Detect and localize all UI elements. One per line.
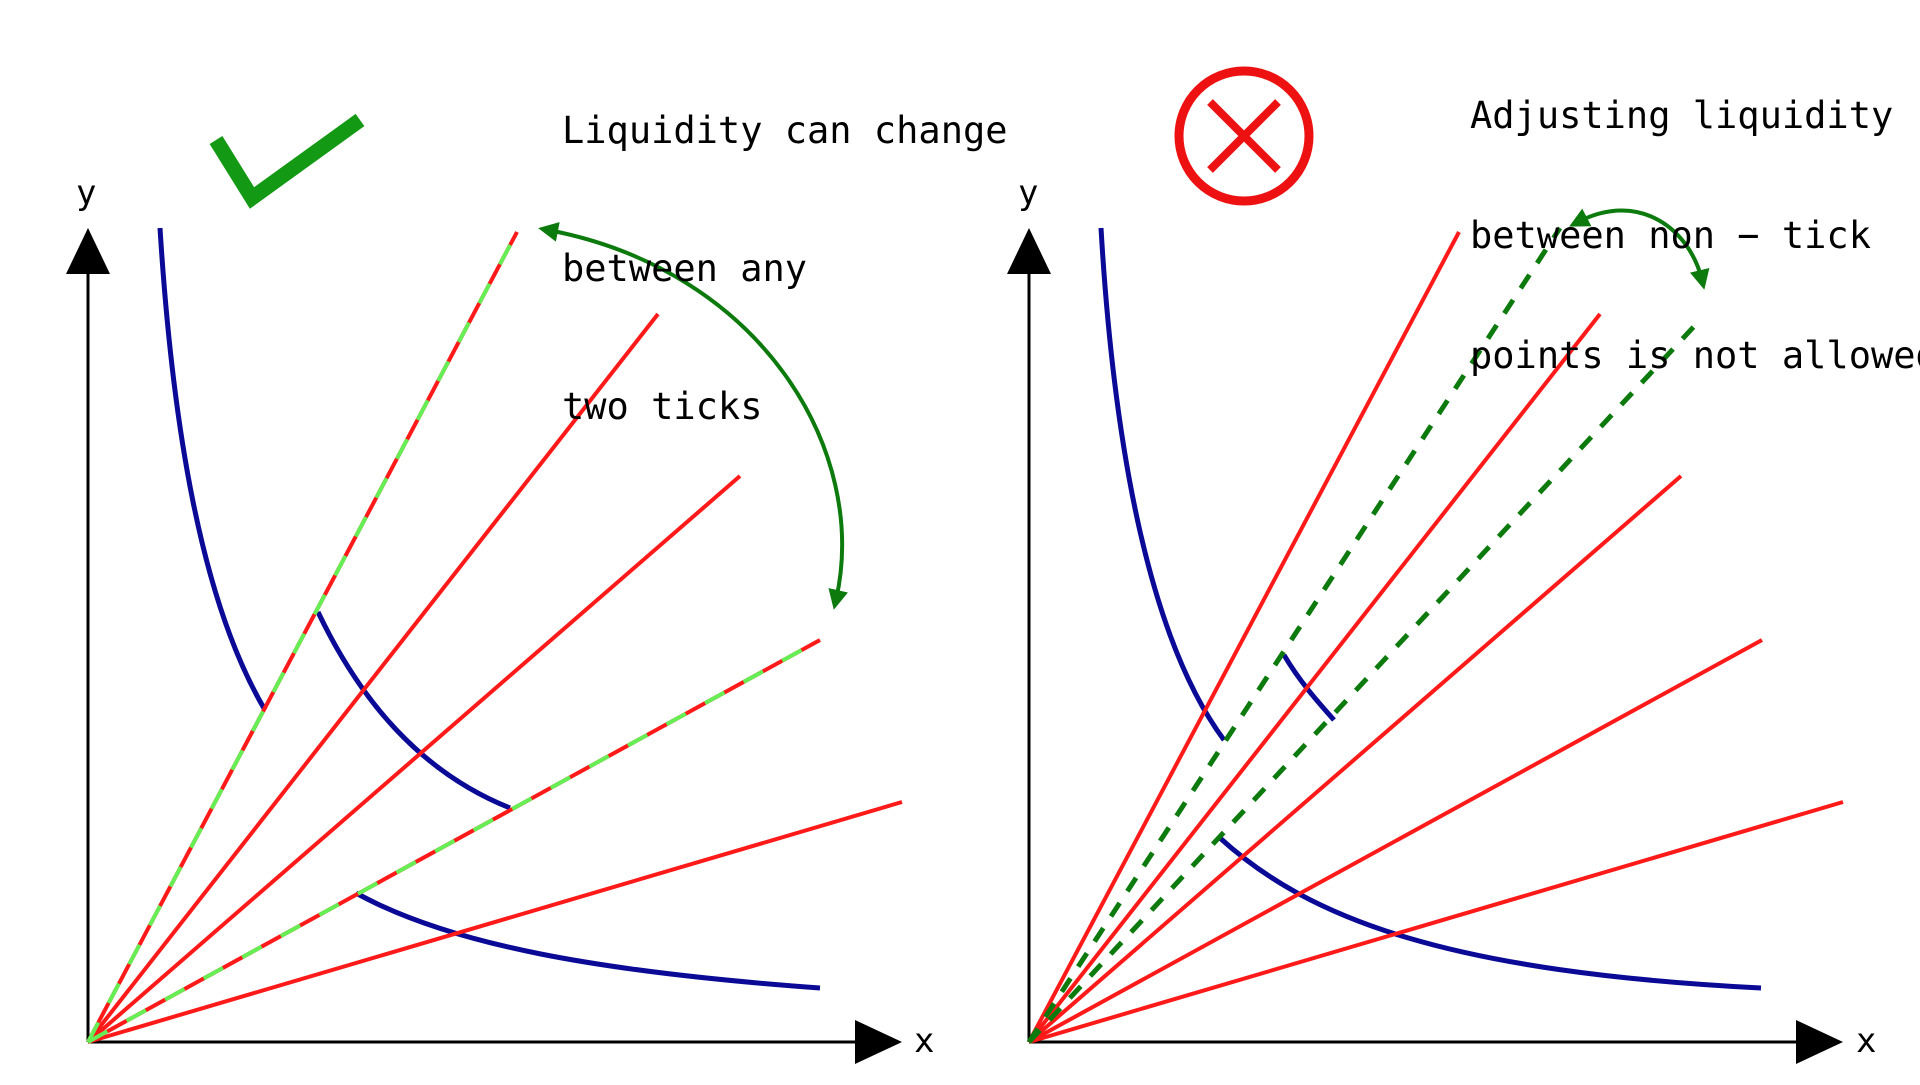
right-axes: x y (1007, 173, 1876, 1064)
left-y-axis-arrow-icon (66, 228, 110, 274)
right-tick-line-4 (1028, 638, 1763, 1044)
right-caption: Adjusting liquidity between non − tick p… (1470, 16, 1920, 456)
left-selected-tick-highlight-lower (87, 638, 821, 1044)
right-y-axis-label: y (1018, 173, 1038, 213)
left-liquidity-curve-upper (157, 227, 268, 712)
left-selected-tick-highlight-upper (86, 231, 519, 1043)
right-caption-line-2: between non − tick (1470, 214, 1871, 257)
left-tick-line-3 (86, 474, 742, 1044)
left-range-double-arrow (538, 222, 848, 610)
left-panel: x y (66, 113, 934, 1064)
check-mark-icon (209, 113, 365, 209)
left-caption: Liquidity can change between any two tic… (562, 16, 1008, 522)
right-x-axis-label: x (1856, 1021, 1876, 1061)
left-caption-line-3: two ticks (562, 385, 763, 428)
left-x-axis-label: x (914, 1021, 934, 1061)
left-y-axis-label: y (76, 173, 96, 213)
left-caption-line-2: between any (562, 247, 808, 290)
left-liquidity-curve-lower (354, 890, 821, 991)
right-liquidity-curve-lower (1218, 836, 1762, 991)
right-non-tick-dashed-line-upper (1026, 226, 1563, 1044)
left-liquidity-curve-middle (315, 610, 511, 811)
right-non-tick-dashed-line-lower (1027, 318, 1702, 1044)
right-tick-line-2 (1027, 312, 1602, 1044)
right-liquidity-curve-upper (1098, 227, 1227, 742)
right-tick-line-5 (1028, 800, 1844, 1044)
right-liquidity-curve-middle (1281, 653, 1336, 722)
cross-circle-icon (1174, 66, 1314, 206)
right-panel: x y (1007, 66, 1876, 1064)
right-y-axis-arrow-icon (1007, 228, 1051, 274)
right-tick-line-3 (1027, 474, 1683, 1044)
right-tick-line-1 (1027, 231, 1461, 1043)
left-x-axis-arrow-icon (855, 1020, 902, 1064)
right-x-axis-arrow-icon (1796, 1020, 1843, 1064)
left-axes: x y (66, 173, 934, 1064)
right-range-double-arrow (1569, 208, 1710, 290)
right-caption-line-3: points is not allowed (1470, 334, 1920, 377)
left-tick-line-5 (87, 800, 903, 1044)
left-caption-line-1: Liquidity can change (562, 109, 1008, 152)
right-caption-line-1: Adjusting liquidity (1470, 94, 1894, 137)
